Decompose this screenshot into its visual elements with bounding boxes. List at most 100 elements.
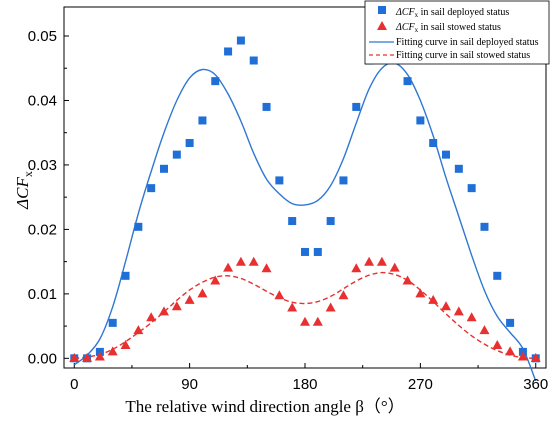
point-deployed bbox=[275, 176, 284, 185]
point-deployed bbox=[198, 116, 207, 125]
point-deployed bbox=[224, 47, 233, 56]
point-stowed bbox=[441, 301, 452, 311]
legend-label-deployed: ΔCFx in sail deployed status bbox=[395, 7, 509, 19]
y-tick-label: 0.04 bbox=[28, 92, 57, 109]
point-deployed bbox=[352, 102, 361, 111]
point-stowed bbox=[428, 294, 439, 304]
point-stowed bbox=[158, 306, 169, 316]
legend-marker-stowed bbox=[377, 21, 387, 30]
y-tick-label: 0.00 bbox=[28, 350, 57, 367]
point-deployed bbox=[236, 36, 245, 45]
point-deployed bbox=[493, 271, 502, 280]
point-stowed bbox=[415, 288, 426, 298]
legend-marker-deployed bbox=[378, 6, 386, 14]
point-deployed bbox=[172, 150, 181, 159]
point-deployed bbox=[249, 56, 258, 65]
point-stowed bbox=[248, 256, 259, 266]
legend-label-stowed-main: ΔCF bbox=[395, 22, 416, 33]
x-axis-title: The relative wind direction angle β（°） bbox=[125, 397, 404, 416]
y-axis-title-main: ΔCF bbox=[13, 177, 32, 210]
point-deployed bbox=[108, 318, 117, 327]
point-stowed bbox=[120, 339, 131, 349]
point-stowed bbox=[287, 302, 298, 312]
data-markers bbox=[69, 36, 541, 363]
fit-curves bbox=[73, 62, 537, 382]
point-deployed bbox=[403, 77, 412, 86]
axis-ticks bbox=[64, 35, 537, 368]
point-deployed bbox=[159, 164, 168, 173]
point-deployed bbox=[429, 139, 438, 148]
point-deployed bbox=[467, 184, 476, 193]
point-stowed bbox=[338, 290, 349, 300]
point-stowed bbox=[184, 294, 195, 304]
point-deployed bbox=[442, 150, 451, 159]
point-deployed bbox=[339, 176, 348, 185]
point-deployed bbox=[326, 217, 335, 226]
point-deployed bbox=[301, 247, 309, 256]
point-stowed bbox=[235, 256, 246, 266]
point-stowed bbox=[133, 325, 144, 335]
point-stowed bbox=[492, 339, 503, 349]
point-stowed bbox=[69, 352, 80, 362]
y-axis-title-sub: x bbox=[21, 171, 35, 177]
point-deployed bbox=[262, 102, 271, 111]
fit-curve-deployed bbox=[73, 62, 537, 382]
point-stowed bbox=[197, 288, 208, 298]
point-stowed bbox=[479, 325, 490, 335]
point-deployed bbox=[121, 271, 130, 280]
legend-label-deployed-rest: in sail deployed status bbox=[418, 7, 509, 18]
fit-curve-stowed bbox=[74, 271, 536, 359]
point-stowed bbox=[389, 262, 400, 272]
legend-label-deployed-main: ΔCF bbox=[395, 7, 416, 18]
y-axis-title: ΔCFx bbox=[13, 171, 35, 210]
y-tick-label: 0.05 bbox=[28, 28, 57, 45]
point-stowed bbox=[325, 302, 336, 312]
y-tick-label: 0.01 bbox=[28, 286, 57, 303]
point-stowed bbox=[107, 346, 118, 356]
point-stowed bbox=[210, 275, 221, 285]
x-tick-label: 270 bbox=[408, 376, 433, 393]
legend-label-deployed-sub: x bbox=[415, 11, 419, 19]
point-stowed bbox=[261, 263, 272, 273]
y-tick-label: 0.03 bbox=[28, 157, 57, 174]
legend-box bbox=[364, 0, 550, 65]
x-tick-label: 180 bbox=[292, 376, 317, 393]
point-stowed bbox=[94, 351, 105, 361]
point-stowed bbox=[171, 301, 182, 311]
point-stowed bbox=[453, 306, 464, 316]
point-stowed bbox=[351, 263, 362, 273]
legend-label-stowed: ΔCFx in sail stowed status bbox=[395, 22, 501, 34]
point-stowed bbox=[223, 262, 234, 272]
point-deployed bbox=[134, 222, 143, 231]
point-stowed bbox=[402, 275, 413, 285]
point-stowed bbox=[505, 346, 516, 356]
point-deployed bbox=[416, 116, 425, 125]
point-stowed bbox=[376, 256, 387, 266]
point-stowed bbox=[364, 256, 375, 266]
point-stowed bbox=[274, 290, 285, 300]
point-stowed bbox=[530, 352, 541, 362]
point-stowed bbox=[466, 312, 477, 322]
x-tick-label: 90 bbox=[181, 376, 198, 393]
point-deployed bbox=[185, 139, 194, 148]
point-deployed bbox=[288, 217, 297, 226]
point-stowed bbox=[300, 316, 310, 326]
legend-label-deployed-fit: Fitting curve in sail deployed status bbox=[396, 37, 539, 48]
point-stowed bbox=[146, 312, 157, 322]
point-deployed bbox=[454, 164, 463, 173]
legend-label-stowed-fit: Fitting curve in sail stowed status bbox=[396, 50, 530, 61]
point-stowed bbox=[312, 316, 323, 326]
legend-label-stowed-sub: x bbox=[415, 26, 419, 34]
point-deployed bbox=[480, 222, 489, 231]
x-tick-label: 0 bbox=[70, 376, 78, 393]
point-deployed bbox=[147, 184, 156, 193]
y-tick-label: 0.02 bbox=[28, 221, 57, 238]
point-stowed bbox=[517, 351, 528, 361]
tick-labels: 0 90 180 270 360 0.00 0.01 0.02 0.03 0.04 0.05 bbox=[28, 28, 548, 393]
point-stowed bbox=[82, 352, 93, 362]
point-deployed bbox=[506, 318, 515, 327]
legend-label-stowed-rest: in sail stowed status bbox=[418, 22, 501, 33]
x-tick-label: 360 bbox=[523, 376, 548, 393]
point-deployed bbox=[211, 77, 220, 86]
